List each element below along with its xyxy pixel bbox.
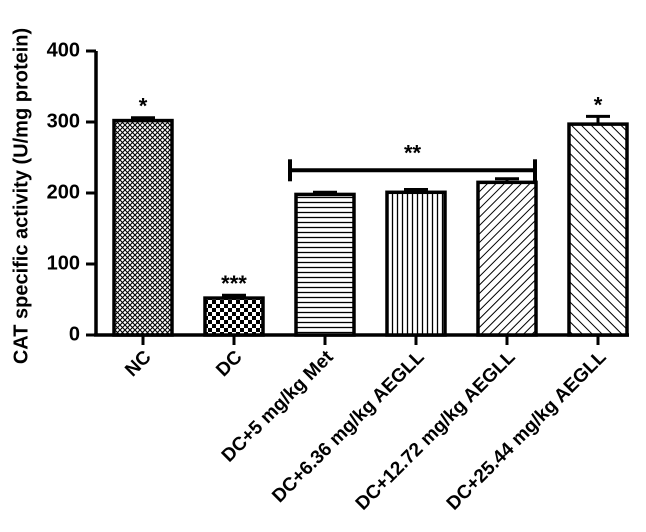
bar-1 <box>203 296 265 337</box>
y-tick-label-300: 300 <box>47 110 80 132</box>
bar-5 <box>567 122 629 337</box>
significance-label-0: * <box>139 94 148 119</box>
x-tick-label-1: DC <box>212 347 246 381</box>
y-tick-label-400: 400 <box>47 39 80 61</box>
y-tick-label-0: 0 <box>69 323 80 345</box>
y-axis-label: CAT specific activity (U/mg protein) <box>10 28 32 364</box>
x-tick-label-4: DC+12.72 mg/kg AEGLL <box>352 346 520 514</box>
significance-label-5: * <box>594 92 603 117</box>
x-tick-label-3: DC+6.36 mg/kg AEGLL <box>268 346 429 507</box>
bar-2 <box>294 192 356 337</box>
bar-3 <box>385 190 447 337</box>
significance-label-1: *** <box>221 271 247 296</box>
y-tick-label-100: 100 <box>47 252 80 274</box>
bar-0 <box>112 118 174 337</box>
x-tick-label-5: DC+25.44 mg/kg AEGLL <box>443 346 611 514</box>
bracket-label: ** <box>404 140 422 165</box>
bar-4 <box>476 180 538 337</box>
x-tick-label-0: NC <box>121 347 155 381</box>
y-tick-label-200: 200 <box>47 181 80 203</box>
